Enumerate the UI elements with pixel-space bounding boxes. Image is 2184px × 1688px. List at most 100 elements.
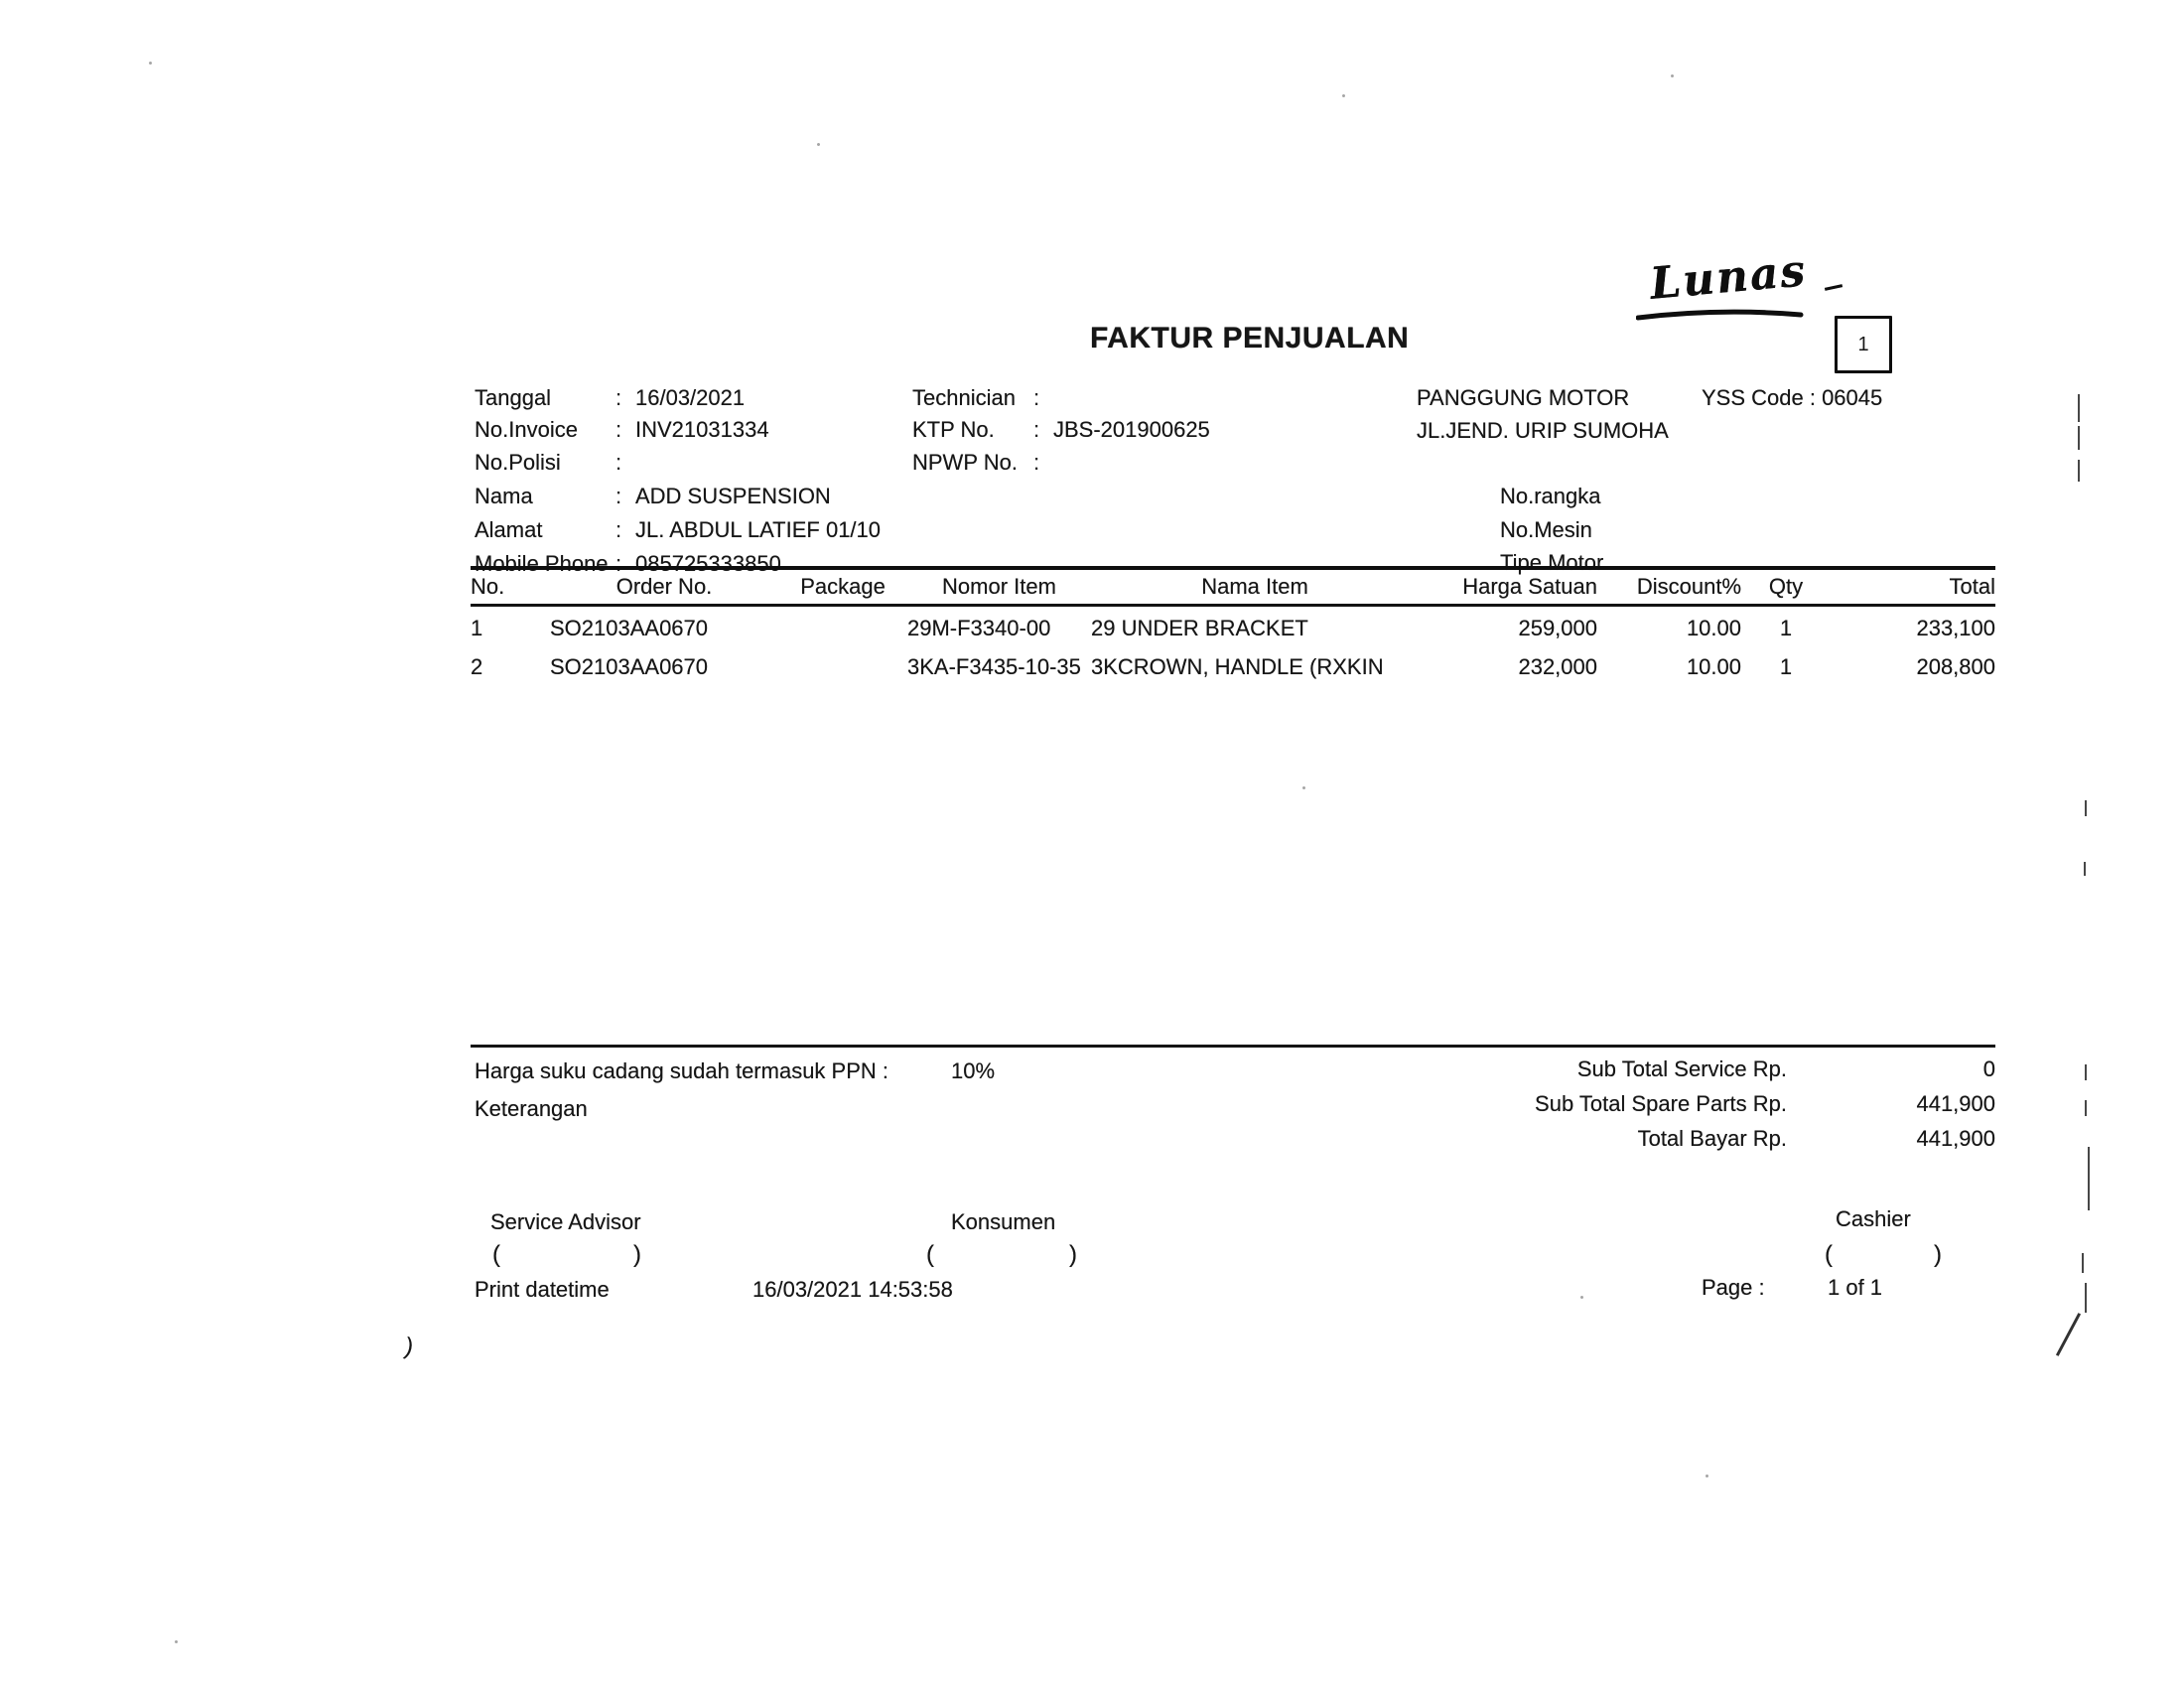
total-value: 441,900 <box>1916 1126 1995 1151</box>
cell-total: 233,100 <box>1916 616 1995 641</box>
scan-speck <box>817 143 820 146</box>
col-discount: Discount% <box>1597 566 1741 607</box>
handwritten-dash <box>1824 284 1843 291</box>
handwritten-underline <box>1636 309 1804 321</box>
paren-open: ( <box>1825 1241 1833 1268</box>
cell-nomor-item: 3KA-F3435-10-35 <box>907 653 1081 679</box>
total-value: 0 <box>1982 1056 1995 1081</box>
scan-artifact <box>2084 862 2086 876</box>
col-package: Package <box>778 566 907 607</box>
cell-harga-satuan: 259,000 <box>1518 616 1597 641</box>
page-value: 1 of 1 <box>1828 1275 1883 1300</box>
cell-order-no: SO2103AA0670 <box>550 616 709 641</box>
line-items-table: No. Order No. Package Nomor Item Nama It… <box>471 566 1995 682</box>
cell-no: 1 <box>471 616 483 641</box>
ppn-value: 10% <box>951 1058 996 1083</box>
document-title: FAKTUR PENJUALAN <box>1090 322 1410 354</box>
cell-qty: 1 <box>1779 653 1793 679</box>
dealer-yss-code: YSS Code : 06045 <box>1702 385 1883 410</box>
scan-speck <box>175 1640 178 1643</box>
print-datetime-value: 16/03/2021 14:53:58 <box>752 1277 953 1302</box>
dealer-address: JL.JEND. URIP SUMOHA <box>1417 418 1669 443</box>
col-order-no: Order No. <box>550 566 778 607</box>
field-value: 16/03/2021 <box>635 385 746 410</box>
field-label: No.Invoice <box>475 417 578 442</box>
scan-artifact <box>2078 460 2080 482</box>
field-label: No.Polisi <box>475 450 561 475</box>
scan-artifact <box>2085 1064 2087 1080</box>
cell-discount: 10.00 <box>1686 653 1741 679</box>
field-no-invoice: No.Invoice: INV21031334 <box>475 417 769 443</box>
ppn-note: Harga suku cadang sudah termasuk PPN : <box>475 1058 889 1083</box>
field-separator: : <box>1033 417 1040 442</box>
print-datetime-label: Print datetime <box>475 1277 610 1302</box>
scan-artifact <box>2085 800 2087 816</box>
scan-speck <box>1580 1296 1583 1299</box>
field-separator: : <box>615 517 622 542</box>
cell-nomor-item: 29M-F3340-00 <box>907 616 1051 641</box>
konsumen-label: Konsumen <box>951 1209 1056 1234</box>
paren-open: ( <box>492 1241 500 1268</box>
scan-artifact-paren: ) <box>402 1333 416 1361</box>
field-label: NPWP No. <box>912 450 1018 475</box>
table-row: 1 SO2103AA0670 29M-F3340-00 29 UNDER BRA… <box>471 605 1995 643</box>
dealer-name: PANGGUNG MOTOR <box>1417 385 1630 410</box>
service-advisor-signature-slot: ( ) <box>492 1241 641 1269</box>
field-separator: : <box>615 385 622 410</box>
scan-artifact <box>2078 426 2080 450</box>
scan-speck <box>149 62 152 65</box>
total-value: 441,900 <box>1916 1091 1995 1116</box>
cell-qty: 1 <box>1779 616 1793 641</box>
scan-artifact <box>2082 1253 2084 1273</box>
field-value: INV21031334 <box>635 417 769 442</box>
field-separator: : <box>615 484 622 508</box>
col-no: No. <box>471 566 550 607</box>
field-no-rangka: No.rangka <box>1500 484 1601 508</box>
field-alamat: Alamat: JL. ABDUL LATIEF 01/10 <box>475 517 881 543</box>
scan-artifact <box>2088 1147 2090 1210</box>
scan-speck <box>1671 74 1674 77</box>
cashier-signature-slot: ( ) <box>1825 1241 1942 1269</box>
field-label: Technician <box>912 385 1016 410</box>
handwritten-paid-stamp: Lunas <box>1648 245 1810 310</box>
col-qty: Qty <box>1741 566 1831 607</box>
paren-open: ( <box>926 1241 934 1268</box>
field-separator: : <box>1033 385 1040 410</box>
cell-discount: 10.00 <box>1686 616 1741 641</box>
table-header-row: No. Order No. Package Nomor Item Nama It… <box>471 566 1995 607</box>
total-label: Sub Total Service Rp. <box>1576 1056 1787 1081</box>
total-label: Total Bayar Rp. <box>1637 1126 1787 1151</box>
field-value: JL. ABDUL LATIEF 01/10 <box>635 517 882 542</box>
scan-speck <box>1706 1475 1708 1477</box>
field-no-polisi: No.Polisi: <box>475 450 635 476</box>
col-total: Total <box>1831 566 1995 607</box>
paren-close: ) <box>1934 1241 1942 1268</box>
field-technician: Technician: <box>912 385 1053 411</box>
scan-speck <box>1342 94 1345 97</box>
scan-artifact <box>2085 1283 2087 1313</box>
service-advisor-label: Service Advisor <box>490 1209 641 1234</box>
field-separator: : <box>1033 450 1040 475</box>
konsumen-signature-slot: ( ) <box>926 1241 1077 1269</box>
cashier-label: Cashier <box>1836 1206 1911 1231</box>
field-value: JBS-201900625 <box>1053 417 1210 442</box>
cell-package <box>778 605 907 643</box>
field-tanggal: Tanggal:16/03/2021 <box>475 385 745 411</box>
keterangan-label: Keterangan <box>475 1096 588 1121</box>
cell-no: 2 <box>471 653 483 679</box>
paren-close: ) <box>633 1241 641 1268</box>
page-label: Page : <box>1702 1275 1765 1300</box>
field-value: ADD SUSPENSION <box>635 484 831 508</box>
cell-order-no: SO2103AA0670 <box>550 653 709 679</box>
scan-speck <box>1302 786 1305 789</box>
scan-artifact <box>2085 1100 2087 1116</box>
paren-close: ) <box>1069 1241 1077 1268</box>
cell-nama-item: 3KCROWN, HANDLE (RXKIN <box>1091 653 1384 679</box>
field-no-mesin: No.Mesin <box>1500 517 1592 542</box>
field-label: Tanggal <box>475 385 552 410</box>
field-separator: : <box>615 417 622 442</box>
field-separator: : <box>615 450 622 475</box>
table-row: 2 SO2103AA0670 3KA-F3435-10-35 3KCROWN, … <box>471 643 1995 682</box>
scan-artifact <box>2055 1313 2082 1356</box>
